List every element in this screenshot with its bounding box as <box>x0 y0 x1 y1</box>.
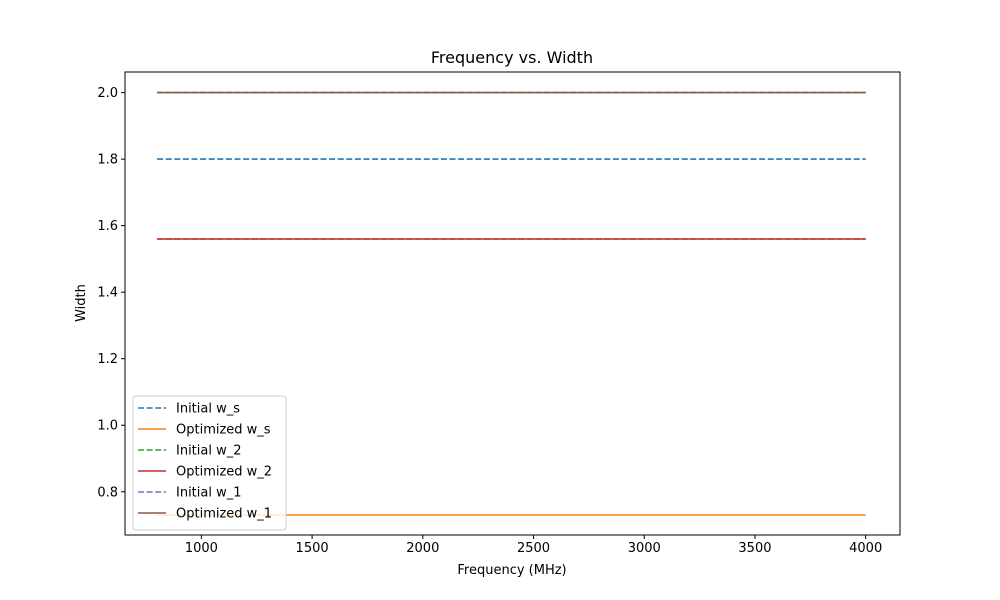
x-tick-label-3500: 3500 <box>738 541 771 556</box>
y-tick-label-2.0: 2.0 <box>97 86 118 101</box>
legend-label-2: Initial w_2 <box>176 444 242 459</box>
y-tick-label-1.4: 1.4 <box>97 286 118 301</box>
legend-label-4: Initial w_1 <box>176 486 242 501</box>
x-tick-label-2000: 2000 <box>406 541 439 556</box>
legend-label-0: Initial w_s <box>176 402 240 417</box>
y-axis-label: Width <box>74 284 89 322</box>
y-tick-label-0.8: 0.8 <box>97 485 118 500</box>
legend-label-3: Optimized w_2 <box>176 465 272 480</box>
legend: Initial w_s Optimized w_s Initial w_2 Optim… <box>132 395 287 531</box>
chart-title: Frequency vs. Width <box>431 48 593 67</box>
y-tick-label-1.0: 1.0 <box>97 419 118 434</box>
plot-frame <box>124 71 901 536</box>
x-tick-label-4000: 4000 <box>849 541 882 556</box>
legend-box <box>132 395 287 531</box>
y-tick-label-1.8: 1.8 <box>97 153 118 168</box>
legend-label-1: Optimized w_s <box>176 423 271 438</box>
plot-area: 1000 1500 2000 2500 3000 3500 4000 0.8 1.0 1.2 1.4… <box>97 71 901 556</box>
y-tick-label-1.6: 1.6 <box>97 219 118 234</box>
x-tick-label-1500: 1500 <box>296 541 329 556</box>
x-tick-label-1000: 1000 <box>185 541 218 556</box>
x-tick-label-3000: 3000 <box>628 541 661 556</box>
legend-label-5: Optimized w_1 <box>176 507 272 522</box>
x-axis-label: Frequency (MHz) <box>457 563 566 578</box>
x-tick-label-2500: 2500 <box>517 541 550 556</box>
y-tick-label-1.2: 1.2 <box>97 352 118 367</box>
